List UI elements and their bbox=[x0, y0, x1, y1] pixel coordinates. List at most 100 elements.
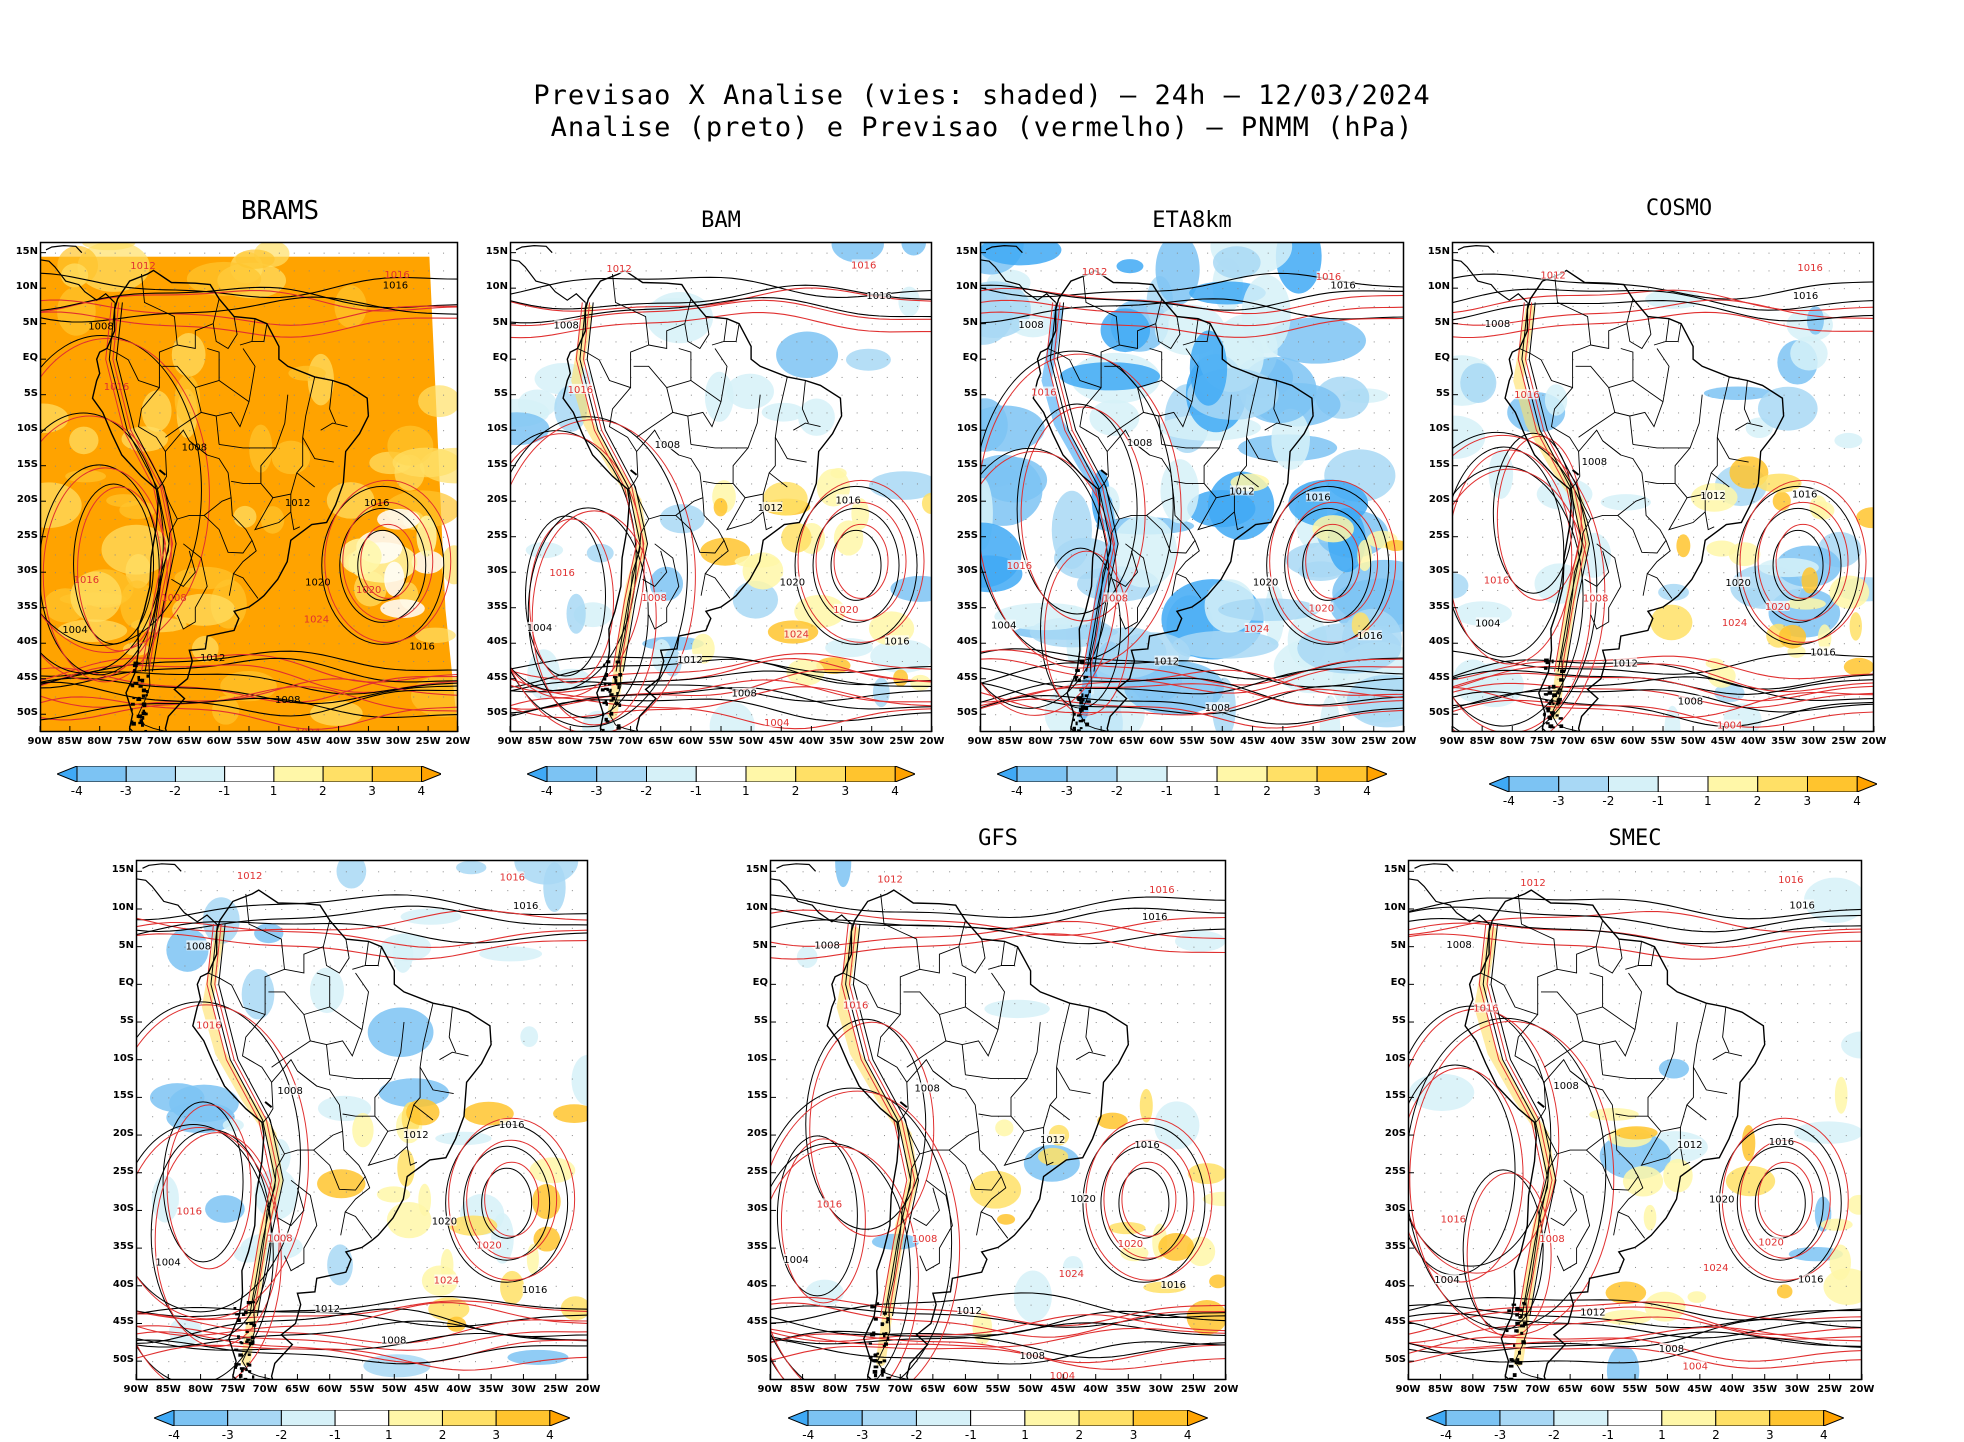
lon-label: 20W bbox=[918, 736, 946, 747]
fjord-speckle bbox=[1520, 1386, 1523, 1389]
colorbar-label: -3 bbox=[1549, 794, 1569, 808]
contour-label: 1016 bbox=[851, 260, 876, 271]
lon-label: 80W bbox=[1459, 1384, 1487, 1395]
lon-label: 70W bbox=[251, 1384, 279, 1395]
colorbar-label: -3 bbox=[852, 1428, 872, 1442]
fjord-speckle bbox=[240, 1342, 243, 1345]
fjord-speckle bbox=[234, 1363, 237, 1367]
fjord-speckle bbox=[249, 1322, 253, 1325]
lon-label: 30W bbox=[384, 736, 412, 747]
bias-patch bbox=[1821, 1219, 1853, 1231]
lon-label: 80W bbox=[187, 1384, 215, 1395]
fjord-speckle bbox=[1559, 678, 1564, 682]
lat-label: 35S bbox=[1426, 601, 1450, 612]
map-canvas: 1012101610161008101610081012101610201020… bbox=[136, 860, 588, 1380]
lon-label: 85W bbox=[996, 736, 1024, 747]
bias-patch bbox=[142, 390, 172, 431]
contour-label: 1012 bbox=[1700, 491, 1725, 502]
fjord-speckle bbox=[606, 689, 609, 691]
colorbar-segment bbox=[443, 1410, 497, 1426]
lat-label: 15S bbox=[954, 459, 978, 470]
contour-label: 1016 bbox=[1441, 1215, 1466, 1226]
lon-label: 55W bbox=[1621, 1384, 1649, 1395]
lon-label: 85W bbox=[56, 736, 84, 747]
colorbar bbox=[997, 766, 1387, 786]
lat-label: 10S bbox=[954, 423, 978, 434]
contour-label: 1016 bbox=[549, 568, 574, 579]
lon-label: 20W bbox=[444, 736, 472, 747]
panel-title: COSMO bbox=[1452, 196, 1906, 221]
lat-label: 20S bbox=[14, 494, 38, 505]
colorbar-label: 2 bbox=[1069, 1428, 1089, 1442]
colorbar-segment bbox=[808, 1410, 862, 1426]
fjord-speckle bbox=[870, 1359, 872, 1361]
lat-label: 30S bbox=[1382, 1203, 1406, 1214]
panel-title: GFS bbox=[770, 826, 1226, 851]
lon-label: 50W bbox=[1208, 736, 1236, 747]
fjord-speckle bbox=[137, 715, 140, 718]
lat-label: EQ bbox=[484, 352, 508, 363]
contour-label: 1012 bbox=[1229, 486, 1254, 497]
lon-label: 40W bbox=[797, 736, 825, 747]
contour-label: 1016 bbox=[1305, 493, 1330, 504]
lat-label: EQ bbox=[110, 977, 134, 988]
bias-patch bbox=[952, 286, 1012, 345]
lon-label: 45W bbox=[767, 736, 795, 747]
colorbar-label: -4 bbox=[537, 784, 557, 798]
contour-label: 1012 bbox=[130, 261, 155, 272]
contour-label: 1024 bbox=[784, 630, 809, 641]
bias-patch bbox=[1409, 1074, 1474, 1111]
title-line-2: Analise (preto) e Previsao (vermelho) – … bbox=[0, 112, 1964, 143]
lat-label: 15S bbox=[484, 459, 508, 470]
lat-label: 50S bbox=[1426, 707, 1450, 718]
lon-label: 50W bbox=[737, 736, 765, 747]
bias-patch bbox=[1101, 308, 1150, 352]
bias-patch bbox=[310, 968, 344, 1014]
contour-label: 1020 bbox=[305, 577, 330, 588]
colorbar-label: 1 bbox=[1207, 784, 1227, 798]
lon-label: 55W bbox=[984, 1384, 1012, 1395]
fjord-speckle bbox=[883, 1345, 886, 1347]
bias-patch bbox=[1835, 1077, 1848, 1114]
lat-label: 15N bbox=[484, 246, 508, 257]
lat-label: 25S bbox=[1382, 1166, 1406, 1177]
fjord-speckle bbox=[1556, 714, 1559, 716]
colorbar-segment bbox=[746, 766, 796, 782]
fjord-speckle bbox=[1085, 723, 1089, 727]
colorbar-segment bbox=[895, 766, 915, 782]
bias-patch bbox=[910, 675, 931, 691]
lon-label: 25W bbox=[1360, 736, 1388, 747]
fjord-speckle bbox=[1515, 1322, 1520, 1325]
bias-patch bbox=[984, 1000, 1049, 1018]
fjord-speckle bbox=[248, 1370, 251, 1373]
bias-patch bbox=[1160, 459, 1198, 523]
colorbar-label: -3 bbox=[1057, 784, 1077, 798]
fjord-speckle bbox=[1073, 713, 1076, 716]
lat-label: 35S bbox=[484, 601, 508, 612]
bias-patch bbox=[776, 332, 838, 378]
colorbar bbox=[788, 1410, 1208, 1430]
fjord-speckle bbox=[615, 701, 618, 704]
bias-patch bbox=[393, 448, 461, 478]
fjord-speckle bbox=[1512, 1304, 1516, 1306]
lon-label: 85W bbox=[1426, 1384, 1454, 1395]
fjord-speckle bbox=[608, 682, 611, 685]
fjord-speckle bbox=[617, 685, 619, 689]
fjord-speckle bbox=[239, 1376, 241, 1378]
bias-patch bbox=[1802, 567, 1818, 593]
fjord-speckle bbox=[882, 1368, 884, 1371]
bias-patch bbox=[393, 933, 414, 972]
colorbar-label: -1 bbox=[1598, 1428, 1618, 1442]
colorbar-segment bbox=[845, 766, 895, 782]
contour-label: 1016 bbox=[364, 498, 389, 509]
lon-label: 75W bbox=[1057, 736, 1085, 747]
fjord-speckle bbox=[1546, 709, 1550, 713]
contour-label: 1008 bbox=[1583, 594, 1608, 605]
fjord-speckle bbox=[145, 694, 147, 696]
lon-label: 20W bbox=[574, 1384, 602, 1395]
colorbar-segment bbox=[1509, 776, 1559, 792]
fjord-speckle bbox=[869, 1356, 873, 1359]
contour-label: 1016 bbox=[1149, 885, 1174, 896]
fjord-speckle bbox=[1509, 1365, 1514, 1368]
fjord-speckle bbox=[883, 1359, 887, 1362]
